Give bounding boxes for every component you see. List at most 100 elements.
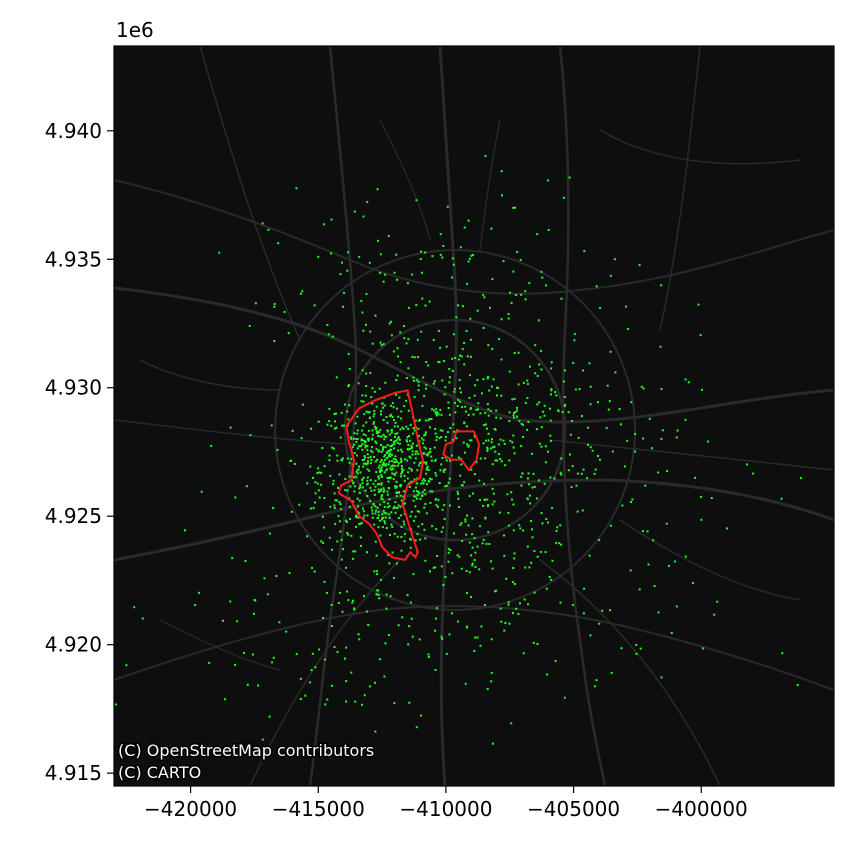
data-point xyxy=(393,419,395,422)
data-point xyxy=(508,459,511,462)
data-point xyxy=(524,566,527,569)
data-point xyxy=(421,491,424,494)
data-point xyxy=(399,485,402,488)
data-point xyxy=(508,411,511,414)
data-point xyxy=(503,442,506,445)
data-point xyxy=(400,465,403,467)
data-point xyxy=(713,613,716,616)
data-point xyxy=(299,677,302,680)
data-point xyxy=(431,408,433,411)
data-point xyxy=(446,484,448,487)
data-point xyxy=(418,435,420,438)
data-point xyxy=(476,378,479,381)
data-point xyxy=(378,519,381,522)
data-point xyxy=(414,457,417,460)
data-point xyxy=(611,450,614,453)
data-point xyxy=(375,426,378,429)
data-point xyxy=(467,444,470,447)
data-point xyxy=(243,651,245,654)
data-point xyxy=(540,426,543,429)
data-point xyxy=(391,472,394,475)
data-point xyxy=(210,445,213,447)
data-point xyxy=(358,491,361,494)
data-point xyxy=(393,472,396,475)
data-point xyxy=(487,376,490,378)
data-point xyxy=(317,467,320,470)
data-point xyxy=(376,483,379,486)
data-point xyxy=(529,365,531,368)
data-point xyxy=(609,274,612,277)
data-point xyxy=(397,491,400,494)
data-point xyxy=(399,505,402,508)
data-point xyxy=(405,377,408,379)
data-point xyxy=(373,455,376,458)
data-point xyxy=(384,381,387,384)
data-point xyxy=(362,215,365,218)
data-point xyxy=(357,505,360,508)
data-point xyxy=(466,591,468,594)
data-point xyxy=(361,429,364,432)
y-tick-label: 4.940 xyxy=(45,119,102,143)
data-point xyxy=(660,284,663,287)
data-point xyxy=(638,588,641,591)
data-point xyxy=(531,486,534,489)
data-point xyxy=(444,456,447,459)
data-point xyxy=(370,449,373,452)
data-point xyxy=(470,439,473,442)
data-point xyxy=(415,726,418,729)
data-point xyxy=(377,466,380,469)
data-point xyxy=(272,656,275,659)
data-point xyxy=(356,472,359,475)
data-point xyxy=(341,424,344,427)
data-point xyxy=(347,251,350,254)
data-point xyxy=(387,234,390,237)
data-point xyxy=(338,473,341,476)
data-point xyxy=(530,561,533,564)
data-point xyxy=(461,484,464,487)
data-point xyxy=(421,479,424,482)
data-point xyxy=(490,560,492,563)
data-point xyxy=(512,529,515,532)
data-point xyxy=(448,376,451,379)
data-point xyxy=(375,405,378,408)
data-point xyxy=(479,525,481,528)
data-point xyxy=(446,205,449,208)
data-point xyxy=(402,495,405,498)
data-point xyxy=(354,422,357,425)
data-point xyxy=(394,464,397,467)
data-point xyxy=(431,490,434,493)
data-point xyxy=(133,606,136,609)
data-point xyxy=(548,576,551,578)
data-point xyxy=(417,427,420,430)
data-point xyxy=(430,459,433,462)
data-point xyxy=(320,540,323,543)
data-point xyxy=(339,530,342,533)
data-point xyxy=(540,512,543,515)
data-point xyxy=(390,523,393,526)
data-point xyxy=(563,405,566,408)
data-point xyxy=(559,471,562,474)
data-point xyxy=(411,273,414,276)
data-point xyxy=(513,557,516,560)
data-point xyxy=(371,512,374,515)
data-point xyxy=(379,534,382,537)
data-point xyxy=(526,397,529,400)
data-point xyxy=(692,582,694,584)
data-point xyxy=(348,367,351,370)
data-point xyxy=(434,411,437,414)
data-point xyxy=(492,492,495,495)
data-point xyxy=(386,493,389,496)
data-point xyxy=(330,684,333,687)
data-point xyxy=(246,683,249,686)
data-point xyxy=(403,523,406,526)
data-point xyxy=(499,438,502,441)
data-point xyxy=(512,414,515,417)
data-point xyxy=(533,591,536,594)
data-point xyxy=(389,467,392,470)
data-point xyxy=(402,520,405,523)
data-point xyxy=(403,540,406,543)
data-point xyxy=(125,664,128,667)
data-point xyxy=(392,467,395,470)
data-point xyxy=(459,246,462,249)
data-point xyxy=(394,506,397,509)
